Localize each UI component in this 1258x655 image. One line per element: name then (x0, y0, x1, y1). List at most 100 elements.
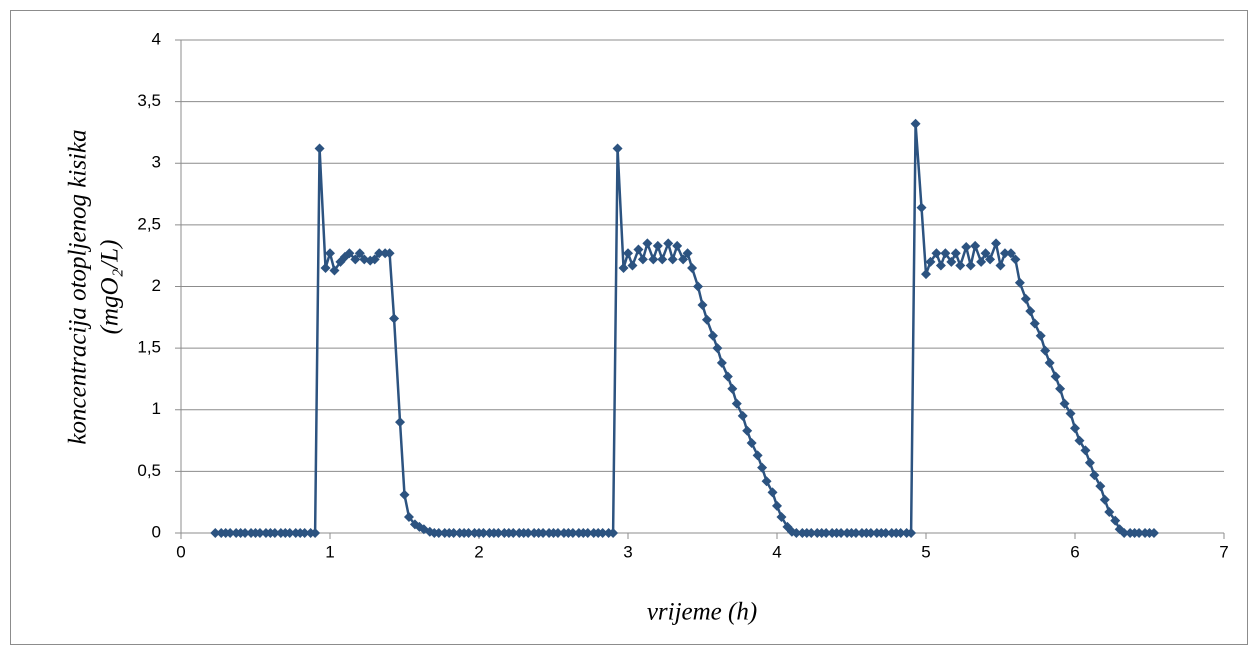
data-marker (727, 383, 738, 394)
data-marker (701, 314, 712, 325)
data-marker (880, 528, 891, 538)
data-marker (350, 254, 361, 265)
data-marker (1110, 515, 1121, 526)
chart-border (10, 10, 1248, 645)
y-tick-label: 1 (152, 399, 161, 418)
data-marker (1005, 248, 1016, 259)
data-marker (448, 528, 459, 538)
data-marker (865, 528, 876, 538)
y-axis-label: koncentracija otopljenog kisika (65, 129, 92, 444)
y-axis-label: (mgO₂/L) (97, 240, 124, 335)
data-marker (254, 528, 265, 538)
data-marker (667, 254, 678, 265)
data-marker (538, 528, 549, 538)
x-tick-label: 6 (1070, 542, 1079, 561)
data-marker (642, 238, 653, 249)
data-marker (269, 528, 280, 538)
data-marker (746, 438, 757, 449)
x-tick-label: 4 (772, 542, 781, 561)
data-marker (210, 528, 221, 538)
data-marker (552, 528, 563, 538)
data-marker (1099, 494, 1110, 505)
data-marker (916, 202, 927, 213)
data-marker (637, 254, 648, 265)
data-marker (767, 487, 778, 498)
data-marker (1010, 254, 1021, 265)
y-tick-label: 2 (152, 276, 161, 295)
data-marker (961, 242, 972, 253)
y-tick-label: 2,5 (137, 214, 161, 233)
data-marker (1050, 371, 1061, 382)
data-marker (895, 528, 906, 538)
x-tick-label: 5 (921, 542, 930, 561)
data-marker (985, 254, 996, 265)
data-marker (240, 528, 251, 538)
data-marker (369, 254, 380, 265)
data-marker (329, 265, 340, 276)
data-marker (1014, 277, 1025, 288)
data-marker (310, 528, 321, 538)
data-marker (582, 528, 593, 538)
data-marker (980, 248, 991, 259)
data-marker (976, 256, 987, 267)
data-marker (791, 528, 802, 538)
data-marker (325, 248, 335, 259)
data-marker (742, 425, 753, 436)
x-tick-label: 2 (474, 542, 483, 561)
data-marker (354, 248, 365, 259)
data-marker (344, 248, 355, 259)
data-marker (682, 248, 693, 259)
data-marker (648, 254, 659, 265)
y-tick-label: 1,5 (137, 338, 161, 357)
data-marker (940, 248, 951, 259)
data-marker (836, 528, 847, 538)
data-marker (633, 244, 644, 255)
x-tick-label: 3 (623, 542, 632, 561)
data-marker (712, 343, 723, 354)
x-tick-label: 1 (325, 542, 334, 561)
data-marker (678, 254, 689, 265)
data-marker (493, 528, 504, 538)
data-marker (921, 269, 931, 280)
data-marker (737, 410, 748, 421)
data-marker (1059, 398, 1070, 409)
data-marker (1070, 423, 1080, 434)
data-marker (1080, 445, 1091, 456)
data-marker (995, 260, 1006, 271)
data-marker (1055, 383, 1066, 394)
data-marker (946, 256, 957, 267)
data-marker (850, 528, 861, 538)
x-tick-label: 0 (176, 542, 185, 561)
data-marker (374, 248, 385, 259)
data-marker (955, 260, 966, 271)
x-axis-label: vrijeme (h) (647, 599, 757, 626)
data-marker (757, 462, 768, 473)
data-marker (716, 357, 727, 368)
data-marker (1089, 470, 1100, 481)
data-marker (627, 260, 638, 271)
data-marker (339, 251, 350, 262)
data-marker (693, 281, 704, 292)
data-marker (663, 238, 674, 249)
y-tick-label: 4 (152, 29, 161, 48)
data-marker (761, 476, 772, 487)
data-marker (399, 489, 410, 500)
data-marker (731, 398, 742, 409)
data-marker (965, 260, 976, 271)
data-marker (1084, 457, 1095, 468)
data-marker (403, 511, 414, 522)
data-marker (225, 528, 236, 538)
y-tick-label: 0 (152, 522, 161, 541)
data-marker (1035, 330, 1046, 341)
data-marker (991, 238, 1002, 249)
y-tick-label: 0,5 (137, 461, 161, 480)
data-marker (776, 511, 787, 522)
data-marker (821, 528, 832, 538)
data-marker (806, 528, 817, 538)
data-marker (608, 528, 619, 538)
data-marker (1025, 306, 1036, 317)
data-marker (567, 528, 578, 538)
data-marker (752, 450, 763, 461)
data-marker (395, 417, 406, 428)
